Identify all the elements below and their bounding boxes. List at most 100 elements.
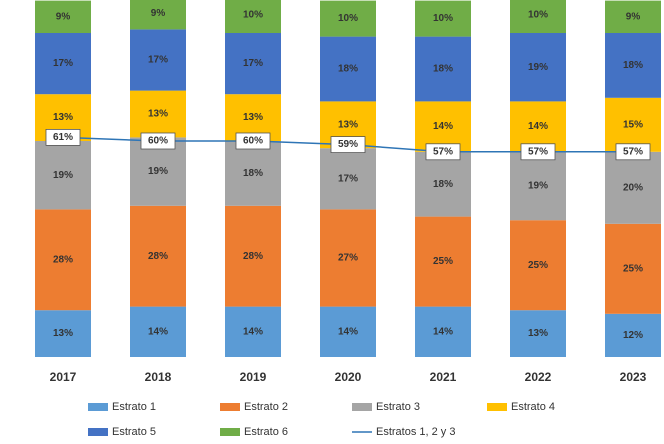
legend-swatch [220,428,240,436]
bar-segment [415,306,471,357]
data-label: 13% [243,112,263,123]
bar-segment [130,306,186,357]
data-label: 14% [338,326,358,337]
data-label: 25% [623,263,643,274]
x-tick-label: 2022 [525,370,552,384]
data-label: 17% [53,58,73,69]
data-label: 18% [243,168,263,179]
data-label: 10% [338,13,358,24]
bar-segment [415,151,471,217]
bar-segment [225,0,281,33]
data-label: 14% [528,121,548,132]
x-tick-label: 2021 [430,370,457,384]
bar-segment [225,205,281,307]
legend-swatch [88,428,108,436]
legend-swatch [352,403,372,411]
data-label: 60% [148,136,168,147]
bar-segment [225,306,281,357]
data-label: 13% [338,119,358,130]
bar-segment [415,216,471,307]
data-label: 25% [433,256,453,267]
data-label: 14% [148,326,168,337]
bar-segment [130,29,186,91]
bar-segment [320,148,376,210]
data-label: 27% [338,253,358,264]
data-label-box [425,143,461,161]
data-label: 61% [53,132,73,143]
bar-segment [35,0,91,34]
data-label: 19% [528,62,548,73]
data-label: 9% [56,11,71,22]
data-label: 59% [338,139,358,150]
bar-segment [605,33,661,98]
data-label: 17% [243,58,263,69]
data-label: 18% [338,64,358,75]
data-label: 28% [148,251,168,262]
bar-segment [605,151,661,224]
legend-swatch [88,403,108,411]
legend-swatch [220,403,240,411]
data-label-box [235,132,271,150]
data-label-box [615,143,651,161]
data-label: 20% [623,182,643,193]
data-label: 12% [623,330,643,341]
bar-segment [415,36,471,102]
legend-swatch [487,403,507,411]
bar-segment [510,33,566,102]
x-tick-label: 2023 [620,370,647,384]
bar-segment [35,209,91,311]
bar-segment [130,0,186,30]
legend-label: Estrato 4 [511,401,555,413]
legend-label: Estrato 5 [112,426,156,438]
data-label: 57% [433,146,453,157]
bar-segment [510,220,566,311]
data-label: 60% [243,136,263,147]
data-label-box [520,143,556,161]
data-label: 13% [53,112,73,123]
bar-segment [130,90,186,138]
legend-label: Estrato 1 [112,401,156,413]
data-label: 17% [148,55,168,66]
x-tick-label: 2018 [145,370,172,384]
bar-segment [130,205,186,307]
data-label: 14% [433,121,453,132]
bar-segment [35,33,91,95]
data-label: 28% [53,254,73,265]
data-label: 15% [623,119,643,130]
bar-segment [320,36,376,102]
bar-segment [415,0,471,37]
bar-segment [35,141,91,210]
bar-segment [510,0,566,33]
x-tick-label: 2020 [335,370,362,384]
data-label: 28% [243,251,263,262]
data-label: 19% [148,166,168,177]
data-label: 57% [623,146,643,157]
bar-segment [320,306,376,357]
data-label: 18% [433,64,453,75]
data-label: 9% [151,8,166,19]
data-label: 13% [528,328,548,339]
bar-segment [510,151,566,221]
data-label-box [330,136,366,154]
data-label: 10% [528,10,548,21]
data-label: 17% [338,173,358,184]
legend-label: Estrato 6 [244,426,288,438]
data-label: 13% [148,109,168,120]
legend-label: Estrato 3 [376,401,420,413]
bar-segment [605,313,661,357]
x-tick-label: 2017 [50,370,77,384]
data-label: 10% [243,10,263,21]
data-label: 13% [53,328,73,339]
legend-label: Estrato 2 [244,401,288,413]
data-label: 10% [433,13,453,24]
data-label: 18% [623,60,643,71]
data-label: 57% [528,146,548,157]
data-label: 18% [433,179,453,190]
data-label-box [45,128,81,146]
data-label: 19% [528,181,548,192]
bar-segment [225,141,281,206]
bar-segment [605,97,661,152]
data-label: 25% [528,260,548,271]
bar-segment [320,0,376,37]
